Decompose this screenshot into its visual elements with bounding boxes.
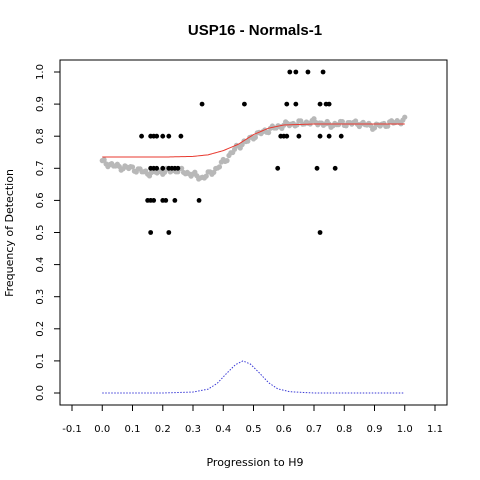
scatter-point	[242, 101, 247, 107]
scatter-point	[172, 198, 178, 203]
y-tick-label: 0.4	[35, 257, 46, 273]
scatter-point	[320, 69, 326, 75]
moving-average-point	[266, 129, 272, 136]
x-tick-label: 0.3	[185, 424, 201, 435]
moving-average-point	[101, 157, 107, 163]
x-tick-label: -0.1	[62, 424, 82, 435]
y-tick-label: 0.9	[35, 96, 46, 112]
scatter-point	[305, 69, 311, 75]
scatter-point	[175, 165, 181, 171]
moving-average-point	[231, 146, 238, 152]
y-axis: 0.0 0.1 0.2 0.3 0.4 0.5 0.6 0.7 0.8 0.9 1.0	[35, 64, 60, 401]
scatter-points-layer	[139, 69, 344, 235]
scatter-point	[166, 133, 172, 139]
scatter-point	[326, 133, 332, 139]
scatter-point	[139, 133, 144, 139]
scatter-point	[199, 101, 205, 107]
x-tick-label: 0.0	[94, 424, 110, 435]
scatter-point	[317, 230, 323, 235]
scatter-point	[317, 133, 323, 139]
x-tick-label: 0.2	[155, 424, 171, 435]
moving-average-point	[203, 173, 209, 179]
moving-average-point	[224, 158, 230, 164]
scatter-point	[293, 101, 299, 107]
scatter-point	[154, 133, 160, 139]
moving-average-point	[371, 125, 378, 131]
x-axis-label: Progression to H9	[206, 456, 303, 469]
y-axis-label: Frequency of Detection	[3, 169, 16, 297]
moving-average-point	[252, 134, 258, 140]
scatter-point	[314, 165, 320, 171]
moving-average-point	[385, 123, 391, 129]
scatter-point	[338, 133, 344, 139]
scatter-point	[163, 198, 169, 203]
x-tick-label: 0.4	[215, 424, 231, 435]
y-tick-label: 0.7	[35, 160, 46, 176]
chart-title: USP16 - Normals-1	[188, 22, 322, 39]
scatter-point	[326, 101, 332, 107]
x-tick-label: 0.1	[125, 424, 141, 435]
moving-average-point	[211, 169, 217, 175]
x-tick-label: 1.0	[397, 424, 413, 435]
y-tick-label: 0.2	[35, 321, 46, 337]
density-curve-layer	[102, 360, 405, 394]
scatter-point	[332, 165, 338, 171]
moving-average-point	[129, 164, 136, 170]
x-tick-label: 0.9	[367, 424, 383, 435]
scatter-point	[287, 69, 293, 75]
x-tick-label: 0.8	[336, 424, 352, 435]
y-tick-label: 0.0	[35, 385, 46, 401]
moving-average-layer	[99, 114, 408, 182]
moving-average-point	[179, 165, 185, 171]
scatter-point	[148, 230, 154, 235]
scatter-point	[151, 198, 157, 203]
moving-average-point	[162, 169, 168, 175]
x-tick-label: 0.6	[276, 424, 292, 435]
scatter-point	[296, 133, 302, 139]
y-tick-label: 0.8	[35, 128, 46, 144]
y-tick-label: 0.6	[35, 192, 46, 208]
x-tick-label: 1.1	[427, 424, 443, 435]
scatter-point	[166, 230, 172, 235]
density-curve	[102, 360, 405, 394]
y-tick-label: 1.0	[35, 64, 46, 80]
y-tick-label: 0.1	[35, 353, 46, 369]
scatter-point	[284, 133, 290, 139]
scatter-point	[284, 101, 290, 107]
scatter-point	[154, 165, 160, 171]
scatter-point	[160, 133, 166, 139]
scatter-point	[317, 101, 323, 107]
scatter-point	[293, 69, 299, 75]
scatter-point	[275, 165, 281, 171]
fitted-curve	[102, 123, 405, 158]
x-tick-label: 0.7	[306, 424, 322, 435]
moving-average-point	[402, 114, 408, 120]
x-axis: -0.1 0.0 0.1 0.2 0.3 0.4 0.5 0.6 0.7 0.8 0.9 1.0 1.1	[62, 405, 443, 435]
scatter-point	[178, 133, 184, 139]
x-tick-label: 0.5	[246, 424, 262, 435]
y-tick-label: 0.3	[35, 289, 46, 305]
scatter-point	[196, 198, 202, 203]
scatter-point	[160, 165, 166, 171]
fitted-curve-layer	[102, 123, 405, 158]
moving-average-point	[216, 164, 223, 170]
y-tick-label: 0.5	[35, 225, 46, 241]
